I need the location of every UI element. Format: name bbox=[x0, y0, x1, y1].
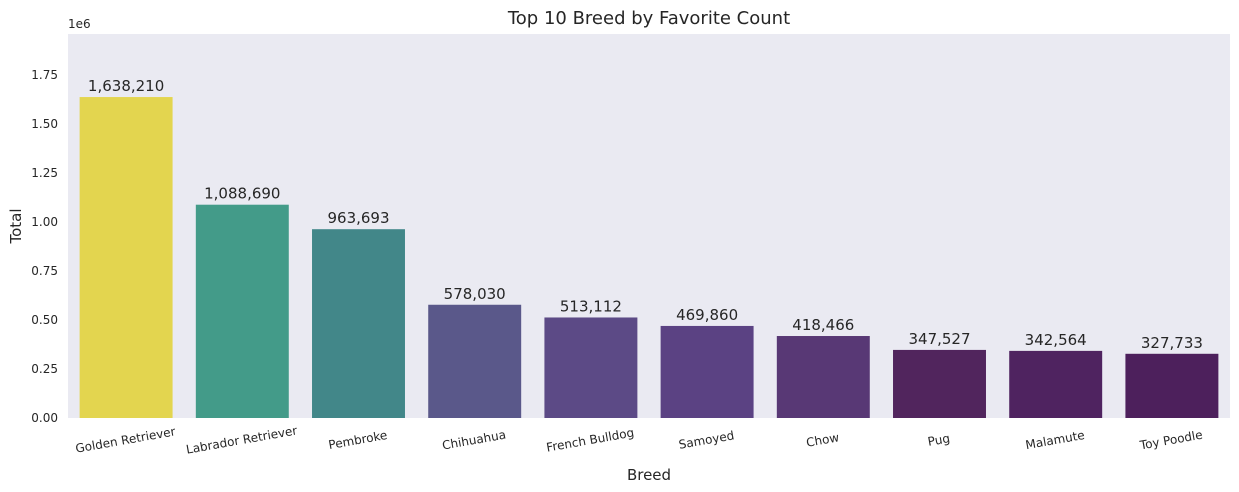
value-label: 578,030 bbox=[444, 285, 506, 303]
y-tick-label: 1.25 bbox=[31, 166, 58, 180]
value-label: 418,466 bbox=[792, 316, 854, 334]
y-tick-label: 1.00 bbox=[31, 215, 58, 229]
value-label: 1,638,210 bbox=[88, 77, 164, 95]
bar-labrador-retriever bbox=[195, 204, 289, 418]
x-tick-label: Pug bbox=[927, 431, 951, 449]
y-tick-label: 0.50 bbox=[31, 313, 58, 327]
y-axis-ticks: 0.00 0.25 0.50 0.75 1.00 1.25 1.50 1.75 bbox=[31, 68, 58, 425]
y-tick-label: 0.00 bbox=[31, 411, 58, 425]
bar-pug bbox=[893, 349, 986, 418]
bars-group bbox=[79, 97, 1219, 419]
bar-samoyed bbox=[660, 325, 754, 418]
x-axis-ticks: Golden Retriever Labrador Retriever Pembro… bbox=[74, 423, 1203, 456]
x-tick-label: Malamute bbox=[1024, 428, 1085, 452]
chart-title: Top 10 Breed by Favorite Count bbox=[507, 8, 790, 29]
value-labels-group: 1,638,210 1,088,690 963,693 578,030 513,112 4… bbox=[88, 77, 1203, 352]
bar-french-bulldog bbox=[544, 317, 638, 418]
value-label: 347,527 bbox=[908, 330, 970, 348]
value-label: 469,860 bbox=[676, 306, 738, 324]
x-axis-label: Breed bbox=[627, 466, 671, 484]
bar-golden-retriever bbox=[79, 97, 173, 419]
y-axis-label: Total bbox=[7, 208, 25, 244]
y-tick-label: 0.25 bbox=[31, 362, 58, 376]
y-tick-label: 1.50 bbox=[31, 117, 58, 131]
value-label: 327,733 bbox=[1141, 334, 1203, 352]
value-label: 1,088,690 bbox=[204, 185, 280, 203]
bar-pembroke bbox=[312, 229, 405, 418]
x-tick-label: Golden Retriever bbox=[74, 424, 176, 455]
bar-chihuahua bbox=[428, 304, 522, 418]
y-tick-label: 1.75 bbox=[31, 68, 58, 82]
y-tick-label: 0.75 bbox=[31, 264, 58, 278]
value-label: 342,564 bbox=[1025, 331, 1087, 349]
x-tick-label: French Bulldog bbox=[545, 425, 635, 454]
y-axis-offset-label: 1e6 bbox=[68, 17, 91, 31]
value-label: 963,693 bbox=[327, 209, 389, 227]
bar-malamute bbox=[1009, 350, 1103, 418]
bar-toy-poodle bbox=[1125, 353, 1219, 418]
bar-chow bbox=[776, 336, 870, 418]
x-tick-label: Chow bbox=[805, 430, 840, 450]
x-tick-label: Labrador Retriever bbox=[185, 423, 298, 456]
value-label: 513,112 bbox=[560, 297, 622, 315]
x-tick-label: Toy Poodle bbox=[1138, 428, 1204, 453]
x-tick-label: Chihuahua bbox=[441, 428, 507, 453]
x-tick-label: Pembroke bbox=[327, 428, 388, 452]
x-tick-label: Samoyed bbox=[678, 428, 736, 452]
